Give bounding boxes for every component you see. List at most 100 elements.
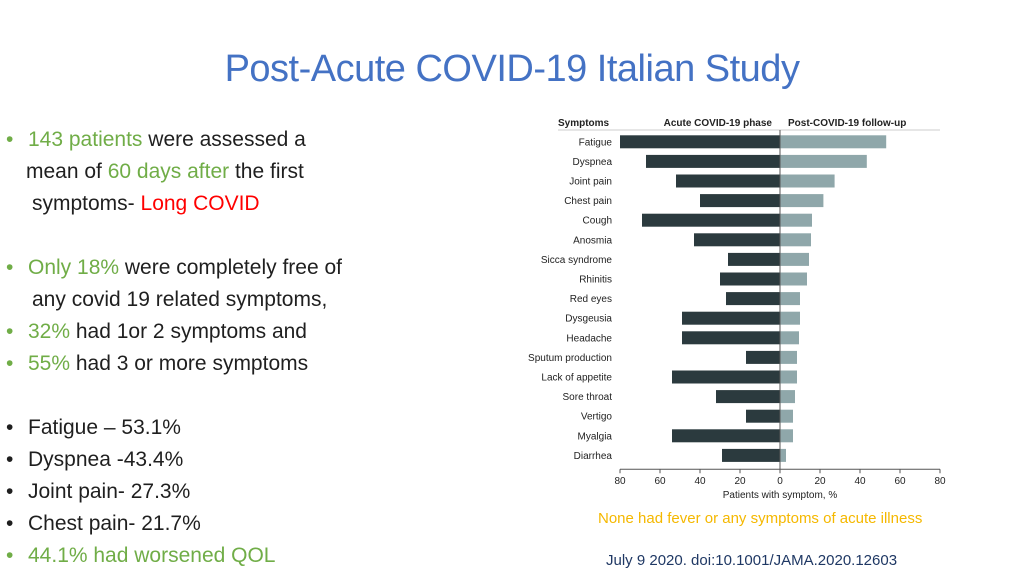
bar-acute [694, 233, 780, 247]
bullet-line: symptoms- Long COVID [6, 188, 426, 220]
bar-post [780, 213, 812, 227]
x-axis-title: Patients with symptom, % [723, 490, 838, 501]
chart-header-acute: Acute COVID-19 phase [664, 118, 773, 129]
bullet-text: had 3 or more symptoms [70, 352, 309, 375]
bar-acute [716, 390, 780, 404]
bullet-dot: • [6, 448, 14, 471]
bullet-joint-pain: • Joint pain- 27.3% [6, 476, 426, 508]
bar-acute [682, 311, 780, 325]
bar-acute [726, 292, 780, 306]
category-label: Dyspnea [573, 157, 613, 168]
category-label: Sputum production [528, 353, 612, 364]
bullet-text: any covid 19 related symptoms, [32, 288, 328, 311]
bullet-chest-pain: • Chest pain- 21.7% [6, 508, 426, 540]
bar-post [780, 429, 793, 443]
bullet-text: had 1or 2 symptoms and [70, 320, 307, 343]
patients-count: 143 patients [28, 128, 143, 151]
bar-post [780, 390, 795, 404]
bar-post [780, 370, 797, 384]
bar-post [780, 252, 809, 266]
bar-post [780, 331, 799, 345]
bullet-text: Joint pain- 27.3% [28, 480, 191, 503]
category-label: Myalgia [578, 431, 613, 442]
bullet-patients: • 143 patients were assessed a [6, 124, 426, 156]
bar-acute [720, 272, 780, 286]
bar-post [780, 292, 800, 306]
citation: July 9 2020. doi:10.1001/JAMA.2020.12603 [606, 552, 898, 569]
category-label: Cough [583, 216, 612, 227]
x-tick-label: 0 [777, 476, 783, 487]
bar-post [780, 272, 807, 286]
bar-post [780, 233, 811, 247]
category-label: Sore throat [563, 392, 613, 403]
x-tick-label: 40 [854, 476, 866, 487]
bar-acute [700, 194, 780, 208]
bar-acute [642, 213, 780, 227]
bullet-text: Dyspnea -43.4% [28, 448, 184, 471]
x-tick-label: 20 [814, 476, 826, 487]
category-label: Rhinitis [579, 275, 612, 286]
bullet-line: mean of 60 days after the first [6, 156, 426, 188]
bar-acute [722, 448, 780, 462]
bullet-qol: • 44.1% had worsened QOL [6, 540, 426, 572]
bullet-line: any covid 19 related symptoms, [6, 284, 426, 316]
one-two-percent: 32% [28, 320, 71, 343]
category-label: Vertigo [581, 412, 613, 423]
bullet-text: were assessed a [142, 128, 306, 151]
bar-acute [746, 409, 780, 423]
category-label: Chest pain [564, 196, 612, 207]
bar-post [780, 194, 824, 208]
bar-post [780, 154, 867, 168]
bullet-dot: • [6, 128, 14, 151]
bullet-dot: • [6, 256, 14, 279]
free-percent: Only 18% [28, 256, 120, 279]
bullet-text: mean of [26, 160, 108, 183]
bullet-text: Chest pain- 21.7% [28, 512, 201, 535]
bar-post [780, 448, 786, 462]
chart-header-symptoms: Symptoms [558, 118, 610, 129]
chart-header-post: Post-COVID-19 follow-up [788, 118, 906, 129]
category-label: Sicca syndrome [541, 255, 613, 266]
bullet-dot: • [6, 320, 14, 343]
x-tick-label: 20 [734, 476, 746, 487]
bullet-three-plus: • 55% had 3 or more symptoms [6, 348, 426, 380]
bullet-text: 44.1% had worsened QOL [28, 544, 276, 567]
long-covid-label: Long COVID [140, 192, 260, 215]
category-label: Fatigue [579, 137, 613, 148]
bar-post [780, 409, 793, 423]
bar-acute [620, 135, 780, 149]
category-label: Diarrhea [574, 451, 613, 462]
bar-acute [646, 154, 780, 168]
category-label: Headache [566, 333, 612, 344]
bullet-text: symptoms- [32, 192, 141, 215]
bullet-list: • 143 patients were assessed a mean of 6… [6, 124, 426, 572]
bar-acute [672, 429, 780, 443]
no-fever-note: None had fever or any symptoms of acute … [598, 510, 923, 527]
bar-acute [672, 370, 780, 384]
bullet-dot: • [6, 544, 14, 567]
bullet-dot: • [6, 480, 14, 503]
bar-acute [746, 350, 780, 364]
bullet-fatigue: • Fatigue – 53.1% [6, 412, 426, 444]
bullet-text: were completely free of [119, 256, 342, 279]
bar-acute [728, 252, 780, 266]
bullet-dot: • [6, 416, 14, 439]
bullet-free: • Only 18% were completely free of [6, 252, 426, 284]
three-plus-percent: 55% [28, 352, 71, 375]
bar-post [780, 311, 800, 325]
bar-post [780, 350, 797, 364]
symptoms-butterfly-chart: Symptoms Acute COVID-19 phase Post-COVID-1… [528, 118, 946, 501]
bar-acute [676, 174, 780, 188]
bullet-one-two: • 32% had 1or 2 symptoms and [6, 316, 426, 348]
category-label: Red eyes [570, 294, 612, 305]
bar-post [780, 174, 835, 188]
x-tick-label: 80 [934, 476, 946, 487]
bar-acute [682, 331, 780, 345]
bar-post [780, 135, 887, 149]
bullet-dyspnea: • Dyspnea -43.4% [6, 444, 426, 476]
bullet-dot: • [6, 352, 14, 375]
category-label: Lack of appetite [541, 373, 612, 384]
x-tick-label: 40 [694, 476, 706, 487]
bullet-text: Fatigue – 53.1% [28, 416, 181, 439]
category-label: Dysgeusia [565, 314, 612, 325]
